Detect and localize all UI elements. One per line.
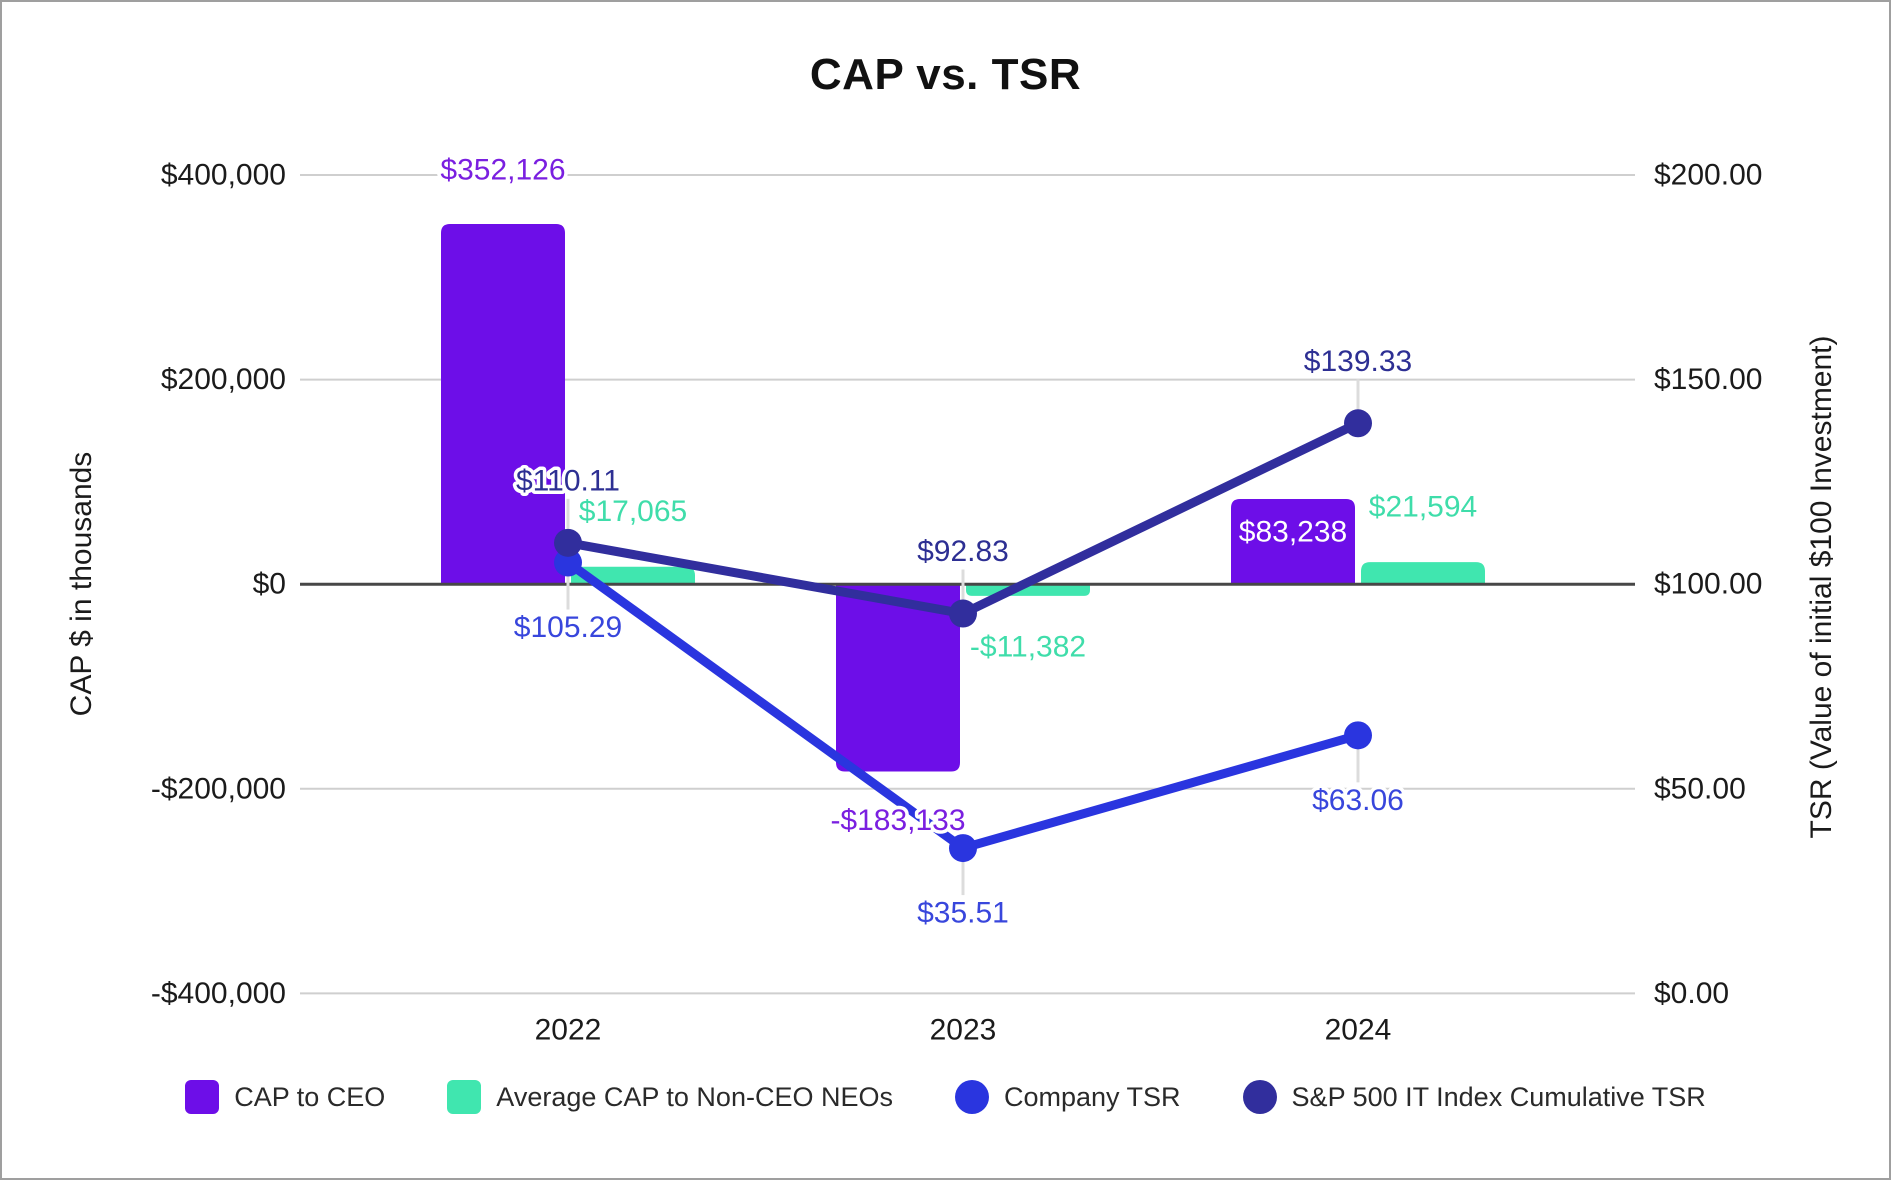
data-label: $21,594 bbox=[1369, 491, 1477, 524]
right-axis-tick: $0.00 bbox=[1654, 977, 1729, 1010]
data-label: -$183,133 bbox=[830, 804, 965, 837]
legend-circle-marker bbox=[1242, 1080, 1277, 1114]
bar-ceo-2023 bbox=[836, 584, 960, 772]
right-axis-tick: $100.00 bbox=[1654, 568, 1762, 601]
legend-square-marker bbox=[185, 1080, 220, 1114]
bar-ceo-2022 bbox=[441, 223, 565, 585]
legend-label: Company TSR bbox=[1003, 1081, 1181, 1112]
chart-legend: CAP to CEO Average CAP to Non-CEO NEOs Com… bbox=[2, 1080, 1889, 1114]
left-axis-tick: $200,000 bbox=[161, 363, 286, 396]
right-axis-tick: $200.00 bbox=[1654, 159, 1762, 192]
left-axis-tick: $0 bbox=[253, 568, 286, 601]
x-axis-tick: 2023 bbox=[930, 1014, 997, 1047]
sp500-tsr-point-2023 bbox=[949, 599, 977, 628]
data-label: $17,065 bbox=[579, 495, 687, 528]
legend-label: Average CAP to Non-CEO NEOs bbox=[496, 1081, 893, 1112]
x-axis-tick: 2024 bbox=[1325, 1014, 1392, 1047]
legend-item-2: Company TSR bbox=[954, 1080, 1181, 1114]
legend-item-3: S&P 500 IT Index Cumulative TSR bbox=[1242, 1080, 1706, 1114]
company-tsr-point-2022 bbox=[554, 548, 582, 577]
data-label: $352,126 bbox=[440, 153, 565, 186]
data-label: $92.83 bbox=[917, 535, 1009, 568]
legend-label: CAP to CEO bbox=[234, 1081, 386, 1112]
data-label: $63.06 bbox=[1312, 784, 1404, 817]
legend-circle-marker bbox=[954, 1080, 989, 1114]
company-tsr-point-2024 bbox=[1344, 721, 1372, 750]
x-axis-tick: 2022 bbox=[535, 1014, 602, 1047]
chart-title: CAP vs. TSR bbox=[809, 50, 1082, 99]
left-axis-tick: $400,000 bbox=[161, 159, 286, 192]
bar-ceo-2024 bbox=[1231, 499, 1355, 585]
left-axis-tick: -$200,000 bbox=[151, 772, 286, 805]
legend-square-marker bbox=[447, 1080, 482, 1114]
right-axis-tick: $150.00 bbox=[1654, 363, 1762, 396]
legend-item-1: Average CAP to Non-CEO NEOs bbox=[447, 1080, 893, 1114]
bar-neo-2024 bbox=[1361, 562, 1485, 585]
data-label: -$11,382 bbox=[970, 630, 1086, 663]
data-label: $139.33 bbox=[1304, 345, 1412, 378]
sp500-tsr-point-2022 bbox=[554, 528, 582, 557]
legend-label: S&P 500 IT Index Cumulative TSR bbox=[1291, 1081, 1706, 1112]
company-tsr-point-2023 bbox=[949, 834, 977, 863]
right-axis-tick: $50.00 bbox=[1654, 772, 1746, 805]
data-label: $110.11 bbox=[516, 464, 620, 497]
data-label: $35.51 bbox=[917, 897, 1009, 930]
data-label: $83,238 bbox=[1239, 516, 1347, 549]
bar-neo-2022 bbox=[571, 566, 695, 585]
left-axis-tick: -$400,000 bbox=[151, 977, 286, 1010]
data-label: $105.29 bbox=[514, 611, 622, 644]
legend-item-0: CAP to CEO bbox=[185, 1080, 385, 1114]
sp500-tsr-point-2024 bbox=[1344, 409, 1372, 438]
